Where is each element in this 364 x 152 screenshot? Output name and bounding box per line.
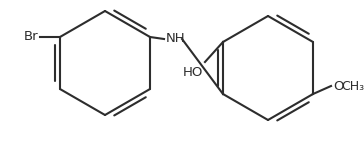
Text: O: O bbox=[333, 79, 344, 93]
Text: CH₃: CH₃ bbox=[341, 79, 364, 93]
Text: Br: Br bbox=[23, 31, 38, 43]
Text: HO: HO bbox=[183, 66, 203, 79]
Text: NH: NH bbox=[166, 33, 186, 45]
